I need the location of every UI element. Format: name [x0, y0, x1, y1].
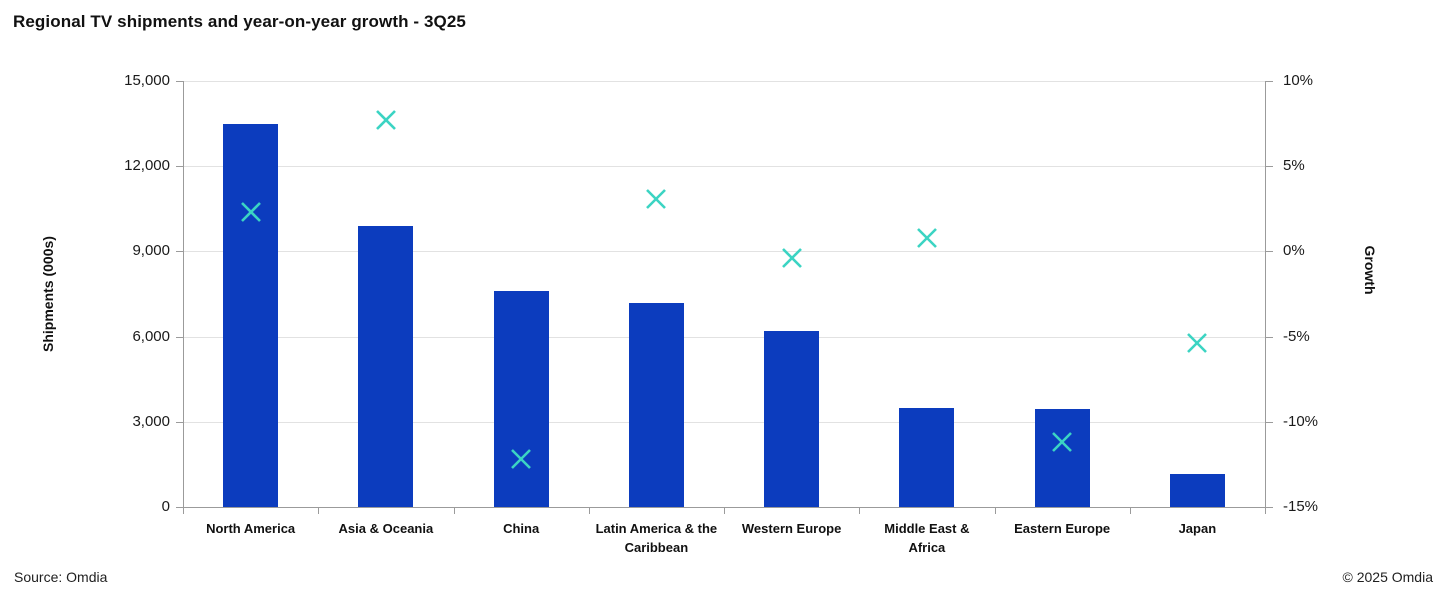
bar-latin-america-the-caribbean — [628, 302, 684, 507]
bar-middle-east-africa — [899, 407, 955, 507]
bar-eastern-europe — [1034, 409, 1090, 507]
left-axis-tick-label: 12,000 — [124, 157, 170, 175]
x-axis-tick — [1265, 508, 1266, 514]
growth-marker-eastern-europe — [1051, 431, 1073, 453]
right-axis-tick-label: -10% — [1283, 412, 1319, 430]
left-axis-tick-label: 3,000 — [132, 412, 170, 430]
x-axis-tick — [453, 508, 455, 514]
category-label: Eastern Europe — [1014, 521, 1111, 536]
right-axis-tick — [1266, 336, 1273, 338]
bar-asia-oceania — [358, 225, 414, 507]
left-axis-line — [183, 81, 184, 507]
bottom-axis-line — [183, 507, 1266, 508]
right-axis-tick — [1266, 166, 1273, 168]
right-axis-tick — [1266, 507, 1273, 508]
x-axis-tick — [183, 508, 184, 514]
left-axis-tick — [176, 81, 183, 82]
x-axis-tick — [1129, 508, 1131, 514]
right-axis-line — [1265, 81, 1266, 507]
left-axis-tick-label: 15,000 — [124, 72, 170, 89]
gridline — [183, 251, 1265, 253]
gridline — [183, 81, 1265, 82]
growth-marker-japan — [1186, 332, 1208, 354]
growth-marker-middle-east-africa — [916, 227, 938, 249]
category-label: Latin America & the Caribbean — [595, 521, 718, 555]
category-label: China — [503, 521, 540, 536]
category-label: Japan — [1178, 521, 1217, 536]
left-axis-tick-label: 0 — [161, 498, 170, 515]
right-axis-tick-label: -5% — [1283, 327, 1310, 345]
chart-title: Regional TV shipments and year-on-year g… — [13, 12, 466, 31]
category-label: Asia & Oceania — [338, 521, 434, 536]
growth-marker-latin-america-the-caribbean — [645, 188, 667, 210]
category-label: Western Europe — [741, 521, 842, 536]
source-note: Source: Omdia — [14, 569, 108, 585]
left-axis-tick — [176, 336, 183, 338]
gridline — [183, 336, 1265, 338]
copyright-note: © 2025 Omdia — [1342, 569, 1433, 585]
bar-japan — [1169, 474, 1225, 507]
left-axis-tick — [176, 166, 183, 168]
right-axis-tick-label: 10% — [1283, 72, 1314, 89]
bar-china — [493, 291, 549, 507]
x-axis-tick — [318, 508, 320, 514]
growth-marker-north-america — [240, 201, 262, 223]
x-axis-tick — [994, 508, 996, 514]
bar-north-america — [223, 123, 279, 507]
right-axis-tick-label: 5% — [1283, 157, 1305, 175]
right-axis-tick-label: -15% — [1283, 498, 1319, 515]
x-axis-tick — [724, 508, 725, 514]
left-axis-title: Shipments (000s) — [40, 236, 56, 352]
growth-marker-western-europe — [781, 247, 803, 269]
category-label: Middle East & Africa — [884, 521, 970, 555]
bar-western-europe — [764, 330, 820, 507]
gridline — [183, 166, 1265, 168]
x-axis-tick — [588, 508, 590, 514]
growth-marker-china — [510, 448, 532, 470]
right-axis-title: Growth — [1362, 245, 1378, 295]
right-axis-tick — [1266, 421, 1273, 423]
right-axis-tick — [1266, 251, 1273, 253]
left-axis-tick-label: 6,000 — [132, 327, 170, 345]
left-axis-tick-label: 9,000 — [132, 242, 170, 260]
right-axis-tick-label: 0% — [1283, 242, 1305, 260]
left-axis-tick — [176, 507, 183, 508]
left-axis-tick — [176, 421, 183, 423]
category-label: North America — [206, 521, 296, 536]
x-axis-tick — [859, 508, 861, 514]
growth-marker-asia-oceania — [375, 109, 397, 131]
left-axis-tick — [176, 251, 183, 253]
gridline — [183, 421, 1265, 423]
right-axis-tick — [1266, 81, 1273, 82]
